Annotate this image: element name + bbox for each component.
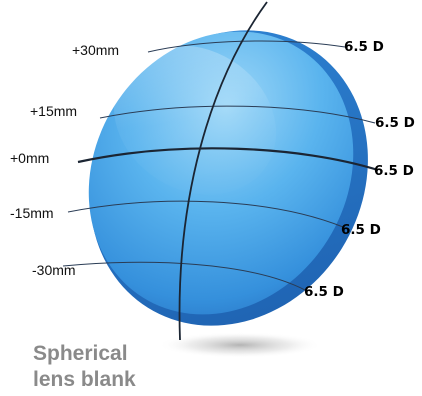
power-label-zero: 6.5 D: [374, 163, 414, 179]
lens-gloss: [113, 45, 277, 195]
measure-line-plus15: [99, 105, 376, 124]
lens-shadow: [158, 332, 322, 358]
power-label-minus15: 6.5 D: [341, 222, 381, 238]
height-label-plus30: +30mm: [72, 42, 119, 58]
power-label-plus15: 6.5 D: [375, 115, 415, 131]
measure-line-minus15: [67, 200, 344, 228]
measure-line-minus30: [62, 261, 306, 291]
lens-caption: Spherical lens blank: [33, 341, 136, 393]
power-label-minus30: 6.5 D: [304, 284, 344, 300]
height-label-plus15: +15mm: [30, 103, 77, 119]
height-label-minus15: -15mm: [10, 205, 54, 221]
height-label-minus30: -30mm: [32, 262, 76, 278]
vertical-meridian: [178, 1, 268, 341]
height-label-zero: +0mm: [10, 150, 49, 166]
power-label-plus30: 6.5 D: [344, 39, 384, 55]
measure-line-zero: [77, 147, 379, 172]
caption-line-1: Spherical: [33, 342, 128, 365]
caption-line-2: lens blank: [33, 368, 136, 391]
